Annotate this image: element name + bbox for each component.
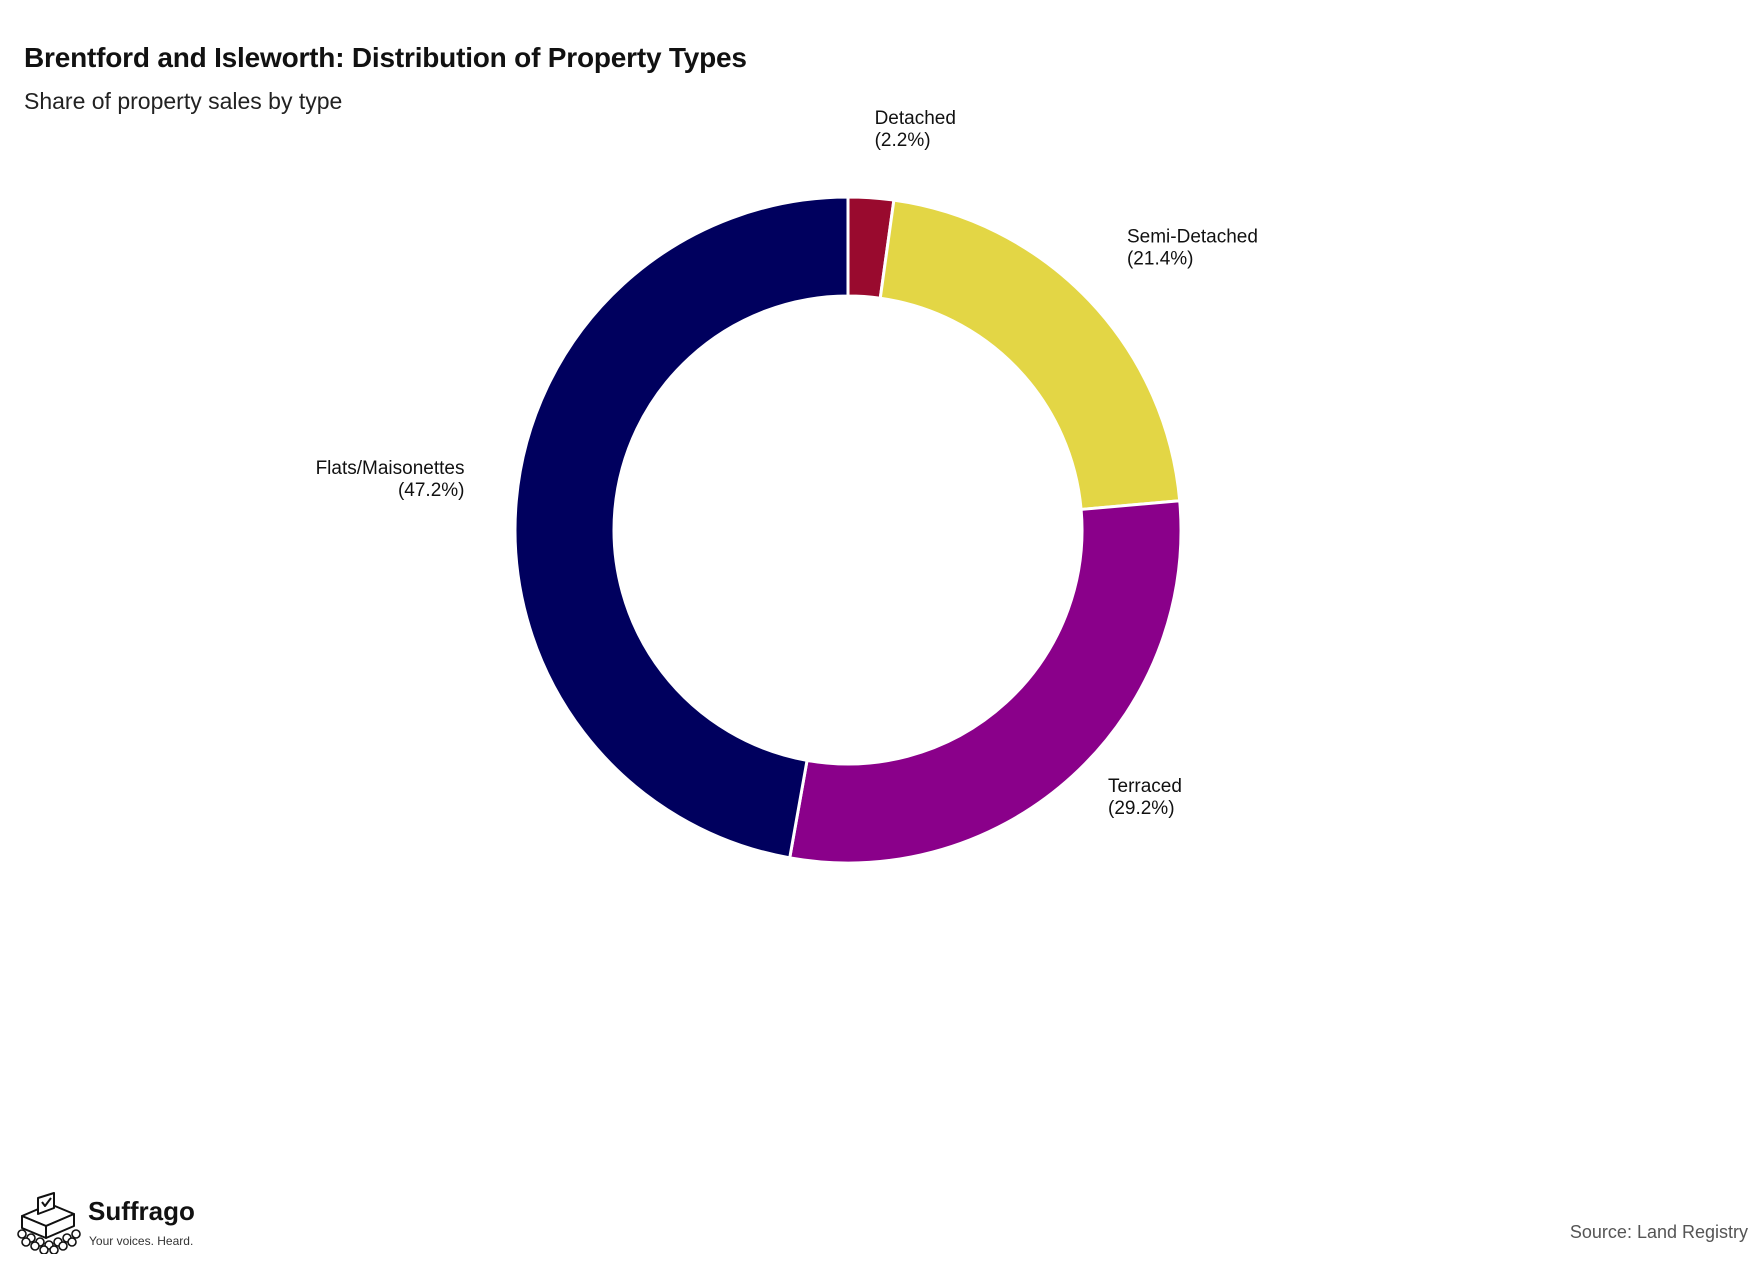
slice-label-value: (2.2%): [875, 130, 931, 151]
slice-label-semi-detached: Semi-Detached (21.4%): [1127, 227, 1258, 270]
slice-semi-detached: [878, 198, 1182, 511]
slice-label-value: (47.2%): [398, 480, 465, 501]
slice-label-name: Flats/Maisonettes: [316, 458, 465, 479]
slice-label-value: (29.2%): [1108, 798, 1175, 819]
slice-label-flats-maisonettes: Flats/Maisonettes (47.2%): [316, 458, 465, 501]
slice-label-terraced: Terraced (29.2%): [1108, 776, 1182, 819]
slice-terraced: [788, 499, 1183, 865]
donut-slices: [513, 195, 1183, 865]
ballot-box-icon: [17, 1192, 81, 1254]
chart-subtitle: Share of property sales by type: [24, 88, 343, 114]
brand-tagline: Your voices. Heard.: [89, 1234, 194, 1248]
slice-label-name: Terraced: [1108, 776, 1182, 797]
slice-label-name: Detached: [875, 108, 956, 129]
source-note: Source: Land Registry: [1569, 1222, 1748, 1242]
chart-title: Brentford and Isleworth: Distribution of…: [24, 42, 747, 73]
slice-label-detached: Detached (2.2%): [875, 108, 956, 151]
brand-name: Suffrago: [88, 1196, 195, 1226]
slice-labels: Detached (2.2%) Semi-Detached (21.4%) Terrac…: [316, 108, 1258, 819]
suffrago-logo: Suffrago Your voices. Heard.: [14, 1192, 204, 1254]
slice-flats-maisonettes: [513, 195, 850, 860]
slice-label-name: Semi-Detached: [1127, 227, 1258, 248]
slice-label-value: (21.4%): [1127, 249, 1194, 270]
